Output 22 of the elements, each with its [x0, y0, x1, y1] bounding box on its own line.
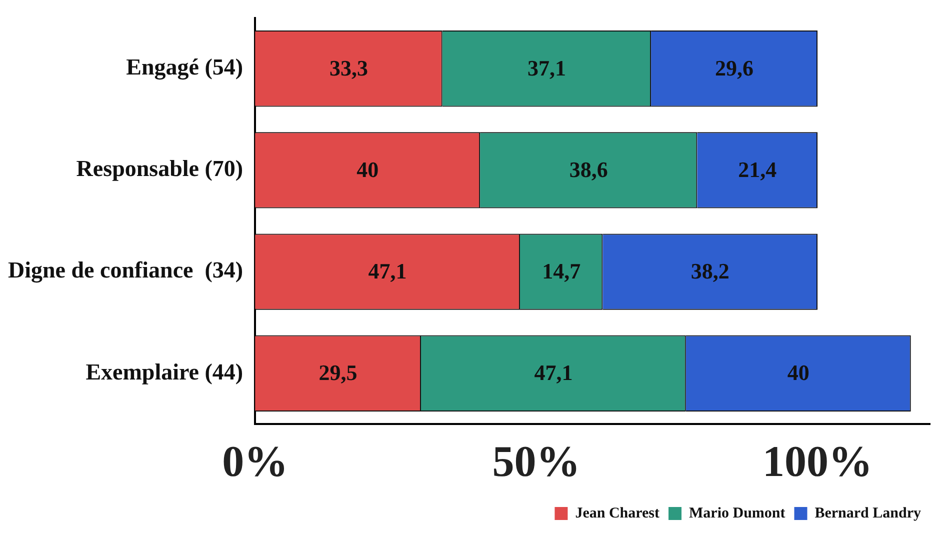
data-label: 38,6 — [569, 156, 608, 182]
data-label: 21,4 — [738, 156, 777, 182]
data-label: 29,5 — [318, 360, 358, 386]
legend-label: Jean Charest — [575, 505, 660, 522]
x-tick-label: 50% — [492, 436, 580, 486]
y-tick-label: Responsable (70) — [76, 156, 244, 182]
data-label: 33,3 — [329, 55, 368, 80]
y-tick-label: Engagé (54) — [126, 54, 244, 81]
y-tick-label: Exemplaire (44) — [86, 359, 244, 384]
legend-label: Mario Dumont — [689, 505, 786, 522]
data-label: 29,6 — [715, 55, 754, 80]
data-label: 40 — [787, 360, 810, 386]
data-label: 37,1 — [527, 55, 566, 80]
data-label: 47,1 — [368, 258, 407, 284]
x-tick-label: 0% — [222, 436, 288, 486]
data-label: 40 — [356, 156, 379, 182]
data-label: 47,1 — [534, 360, 573, 386]
data-label: 38,2 — [690, 258, 730, 284]
legend-label: Bernard Landry — [814, 505, 922, 522]
y-tick-label: Digne de confiance (34) — [8, 258, 244, 284]
x-tick-label: 100% — [762, 436, 873, 486]
data-label: 14,7 — [542, 258, 581, 284]
